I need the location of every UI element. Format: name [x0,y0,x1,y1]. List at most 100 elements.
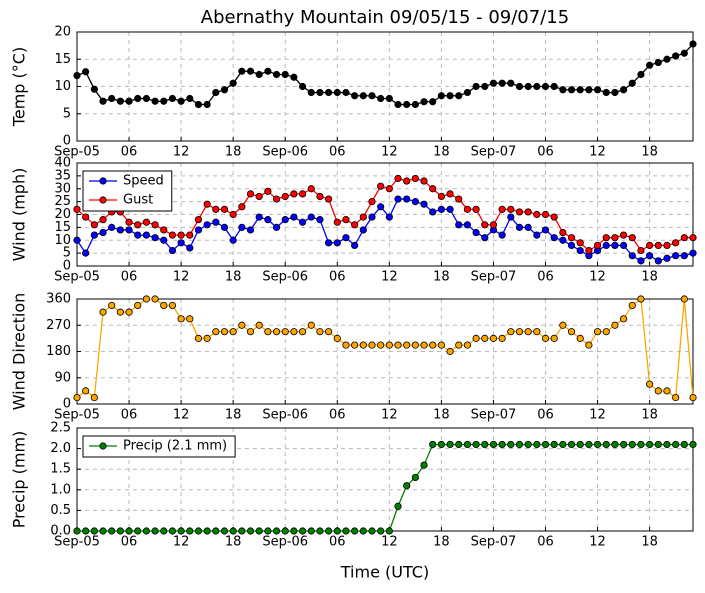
data-point [576,239,584,247]
data-point [654,440,662,449]
data-point [585,341,593,349]
data-point [689,440,697,449]
data-point [429,98,437,106]
x-tick-label: 06 [537,408,554,423]
data-point [672,440,680,449]
data-point [168,527,177,535]
x-tick-label: Sep-05 [54,145,100,160]
data-point [628,301,636,310]
data-point [142,295,151,303]
data-point [316,527,324,535]
data-point [420,98,428,106]
data-point [689,40,697,48]
data-point [394,502,402,510]
x-tick-label: 06 [537,270,554,285]
data-point [593,440,602,449]
data-point [125,97,133,105]
data-point [90,85,98,93]
data-point [489,440,498,449]
data-point [151,295,159,303]
data-point [82,249,90,257]
data-point [429,440,437,449]
y-tick-label: 0 [63,397,71,412]
data-point [264,527,272,535]
data-point [628,252,636,260]
data-point [602,88,610,97]
x-tick-label: 18 [225,145,242,160]
data-point [342,216,350,224]
data-point [229,79,237,87]
data-point [134,527,142,535]
legend-box [82,435,236,458]
data-point [646,440,654,449]
data-point [134,221,142,229]
data-point [619,231,628,239]
data-point [533,328,541,336]
y-tick-label: 5 [63,246,71,261]
data-point [325,239,333,247]
y-tick-label: 0.0 [50,524,71,539]
data-point [359,341,367,349]
data-point [515,208,524,216]
data-point [654,58,662,67]
x-tick-label: 12 [589,408,606,423]
data-point [463,221,472,229]
data-point [160,527,168,535]
data-point [550,440,558,449]
legend-label: Speed [123,174,164,189]
y-axis-label: Wind Direction [10,293,29,411]
data-point [298,527,307,535]
data-point [368,92,376,100]
x-tick-label: 18 [641,270,658,285]
data-point [255,192,263,201]
x-tick-label: 18 [433,145,450,160]
data-point [290,190,298,198]
data-point [619,440,628,449]
data-point [559,228,567,237]
data-point [90,393,98,402]
data-point [351,527,359,535]
x-tick-label: 06 [121,535,138,550]
data-point [515,223,524,231]
y-tick-label: 30 [54,181,71,196]
data-point [663,254,671,262]
data-point [203,100,211,109]
data-point [533,210,541,219]
data-point [134,94,142,103]
data-point [125,527,133,535]
data-point [238,321,246,329]
y-tick-label: 10 [54,79,71,94]
data-point [168,231,177,239]
data-point [550,82,558,91]
data-point [403,177,411,185]
data-point [298,190,307,198]
x-tick-label: Sep-07 [471,145,517,160]
data-point [342,234,350,242]
data-point [325,195,333,203]
data-point [446,440,454,449]
data-point [446,190,454,198]
data-point [359,92,367,100]
data-point [342,88,350,97]
data-point [194,100,203,109]
data-point [203,334,211,342]
data-point [134,231,142,239]
legend-marker [99,442,107,450]
plot-frame [76,31,694,142]
data-point [298,82,307,91]
data-point [507,205,515,213]
data-point [290,213,298,221]
legend-marker [99,196,107,204]
data-point [194,216,203,224]
data-point [73,393,81,402]
data-point [567,440,576,449]
y-tick-label: 2.5 [50,421,71,436]
data-point [316,88,324,97]
x-tick-label: 06 [329,270,346,285]
data-point [160,301,168,310]
data-point [82,387,90,395]
data-point [272,328,281,336]
data-point [99,228,107,237]
data-point [411,473,419,482]
data-point [333,88,341,97]
